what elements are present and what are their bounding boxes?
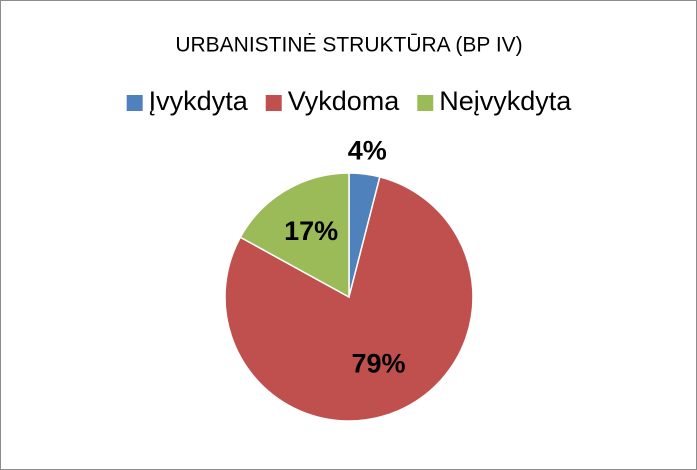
pie-slice (224, 175, 474, 422)
legend: Įvykdyta Vykdoma Neįvykdyta (126, 86, 572, 116)
data-label: 4% (348, 135, 387, 165)
legend-label: Įvykdyta (149, 86, 249, 116)
data-label: 79% (352, 348, 406, 378)
legend-swatch (265, 95, 282, 111)
pie-slice (239, 172, 350, 299)
legend-swatch (126, 95, 143, 111)
legend-swatch (417, 95, 434, 111)
legend-label: Neįvykdyta (439, 86, 572, 116)
chart-title: URBANISTINĖ STRUKTŪRA (BP IV) (175, 34, 522, 57)
data-label: 17% (284, 216, 338, 246)
legend-label: Vykdoma (288, 86, 401, 116)
